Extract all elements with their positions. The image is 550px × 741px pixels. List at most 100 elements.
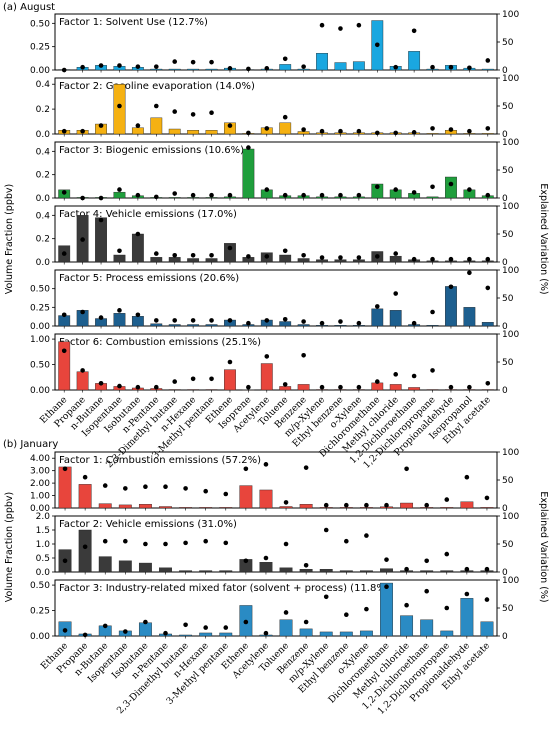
explained-point [163, 630, 168, 636]
explained-point [102, 538, 108, 544]
explained-point [61, 190, 67, 195]
y2-tick-label: 0 [502, 322, 508, 332]
explained-point [209, 252, 214, 258]
bar [179, 570, 193, 573]
bar [316, 53, 328, 71]
explained-point [319, 320, 325, 326]
y-tick-label: 0.2 [36, 105, 50, 115]
explained-point [303, 465, 309, 470]
bar [131, 127, 144, 135]
explained-point [190, 59, 196, 65]
explained-point [485, 285, 491, 291]
explained-point [319, 22, 325, 28]
explained-point [448, 284, 454, 290]
explained-point [82, 474, 88, 480]
explained-point [467, 128, 472, 134]
explained-point [374, 130, 380, 136]
explained-point [153, 384, 159, 390]
explained-point [448, 384, 454, 390]
explained-point [190, 252, 196, 258]
bar [98, 503, 112, 509]
bar [159, 506, 172, 509]
y-tick-label: 1.5 [36, 526, 50, 536]
explained-point [301, 127, 306, 132]
y-axis-label-right-january: Explained Variation (%) [538, 491, 549, 602]
factor-panel: Factor 3: Industry-related mixed fator (… [30, 576, 519, 642]
explained-point [61, 128, 67, 134]
bar [113, 84, 126, 135]
explained-point [404, 466, 409, 472]
bar [440, 507, 454, 509]
factor-panel: Factor 2: Vehicle emissions (31.0%) 0.0 0.… [36, 512, 520, 578]
explained-point [464, 591, 470, 597]
bar [480, 507, 494, 509]
explained-point [117, 63, 122, 68]
explained-point [135, 64, 141, 69]
explained-point [190, 112, 196, 117]
y-tick-label: 0.0 [36, 194, 51, 204]
explained-point [172, 109, 178, 114]
explained-point [384, 584, 389, 590]
explained-point [282, 316, 288, 322]
y-tick-label: 0.5 [36, 554, 50, 564]
bar [150, 257, 163, 263]
explained-point [356, 320, 362, 326]
bar [279, 619, 293, 637]
explained-point [484, 597, 490, 602]
y2-tick-label: 0 [502, 504, 508, 514]
panel-title: Factor 3: Industry-related mixed fator (… [59, 583, 390, 594]
explained-point [209, 318, 214, 323]
explained-point [203, 488, 208, 494]
explained-point [364, 533, 369, 538]
bar [480, 621, 494, 637]
bar [138, 504, 152, 509]
bar [319, 569, 333, 573]
explained-point [444, 605, 450, 611]
y2-tick-label: 50 [502, 604, 514, 614]
bar [481, 389, 494, 391]
bar [205, 389, 218, 391]
bar [219, 632, 233, 637]
explained-point [61, 251, 67, 256]
explained-point [338, 192, 343, 198]
explained-point [223, 491, 229, 497]
bar [426, 389, 439, 391]
bar [400, 502, 414, 509]
explained-point [190, 376, 196, 382]
explained-point [393, 64, 399, 70]
explained-point [467, 256, 472, 262]
y-tick-label: 0.0 [36, 568, 51, 578]
bar [187, 197, 200, 199]
y-tick-label: 1.00 [30, 492, 50, 502]
explained-point [393, 187, 399, 192]
bar [426, 325, 439, 327]
explained-point [172, 59, 178, 64]
bar [113, 254, 126, 263]
y2-tick-label: 0 [502, 66, 508, 76]
explained-point [323, 527, 329, 533]
bar [168, 197, 181, 199]
bar [400, 615, 414, 637]
explained-point [263, 555, 269, 561]
bar [297, 258, 310, 263]
bar [168, 324, 181, 327]
bar [445, 389, 457, 391]
y2-tick-label: 0 [502, 568, 508, 578]
y-tick-label: 1.00 [30, 335, 50, 345]
explained-point [227, 192, 233, 198]
explained-point [227, 245, 233, 251]
y-tick-label: 1.0 [36, 540, 51, 550]
explained-point [282, 248, 288, 254]
explained-point [227, 66, 233, 71]
bar [76, 371, 89, 391]
bar [481, 68, 494, 71]
y-tick-label: 0.00 [30, 322, 50, 332]
explained-point [411, 130, 417, 135]
explained-point [430, 309, 435, 315]
y-tick-label: 0.00 [30, 66, 50, 76]
bar [316, 389, 328, 391]
bar [359, 570, 373, 573]
bar [352, 259, 365, 263]
explained-point [467, 270, 472, 276]
explained-point [283, 610, 289, 615]
